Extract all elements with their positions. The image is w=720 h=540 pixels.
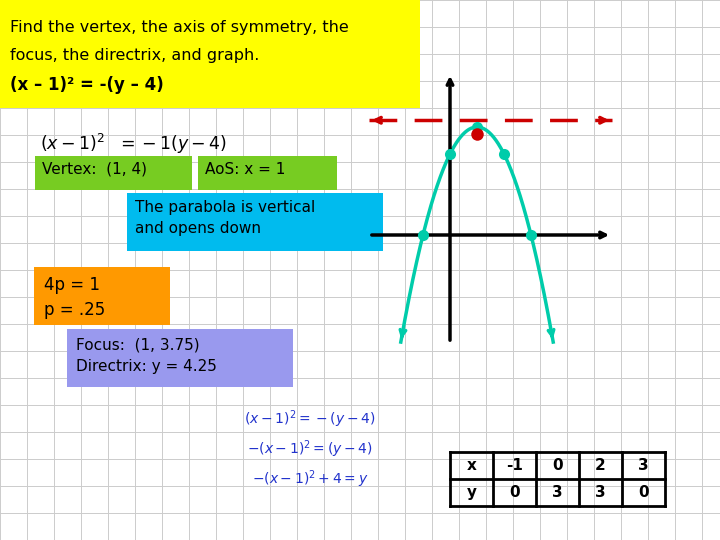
Text: 0: 0 (509, 485, 520, 500)
Text: The parabola is vertical
and opens down: The parabola is vertical and opens down (135, 200, 315, 236)
Text: focus, the directrix, and graph.: focus, the directrix, and graph. (10, 48, 259, 63)
Text: x: x (467, 458, 477, 473)
Text: Find the vertex, the axis of symmetry, the: Find the vertex, the axis of symmetry, t… (10, 20, 348, 35)
Text: AoS: x = 1: AoS: x = 1 (205, 162, 285, 177)
Text: y: y (467, 485, 477, 500)
FancyBboxPatch shape (0, 0, 420, 108)
FancyBboxPatch shape (35, 156, 192, 190)
FancyBboxPatch shape (34, 267, 170, 325)
Text: (x – 1)² = -(y – 4): (x – 1)² = -(y – 4) (10, 76, 163, 94)
Text: Vertex:  (1, 4): Vertex: (1, 4) (42, 162, 147, 177)
FancyBboxPatch shape (198, 156, 337, 190)
Text: $(x-1)^2 = -(y-4)$: $(x-1)^2 = -(y-4)$ (244, 408, 376, 430)
Text: 0: 0 (638, 485, 649, 500)
Text: 2: 2 (595, 458, 606, 473)
Text: 0: 0 (552, 458, 563, 473)
Text: 4p = 1
p = .25: 4p = 1 p = .25 (44, 276, 105, 319)
Text: $-(x-1)^2 + 4 = y$: $-(x-1)^2 + 4 = y$ (252, 468, 368, 490)
Text: 3: 3 (552, 485, 563, 500)
Text: 3: 3 (595, 485, 606, 500)
Text: $-(x-1)^2 = (y-4)$: $-(x-1)^2 = (y-4)$ (247, 438, 373, 460)
Text: Focus:  (1, 3.75)
Directrix: y = 4.25: Focus: (1, 3.75) Directrix: y = 4.25 (76, 338, 217, 374)
Text: 3: 3 (638, 458, 649, 473)
Text: $(x - 1)^2$  $= -1(y - 4)$: $(x - 1)^2$ $= -1(y - 4)$ (40, 132, 227, 156)
FancyBboxPatch shape (127, 193, 383, 251)
FancyBboxPatch shape (67, 329, 293, 387)
Text: -1: -1 (506, 458, 523, 473)
